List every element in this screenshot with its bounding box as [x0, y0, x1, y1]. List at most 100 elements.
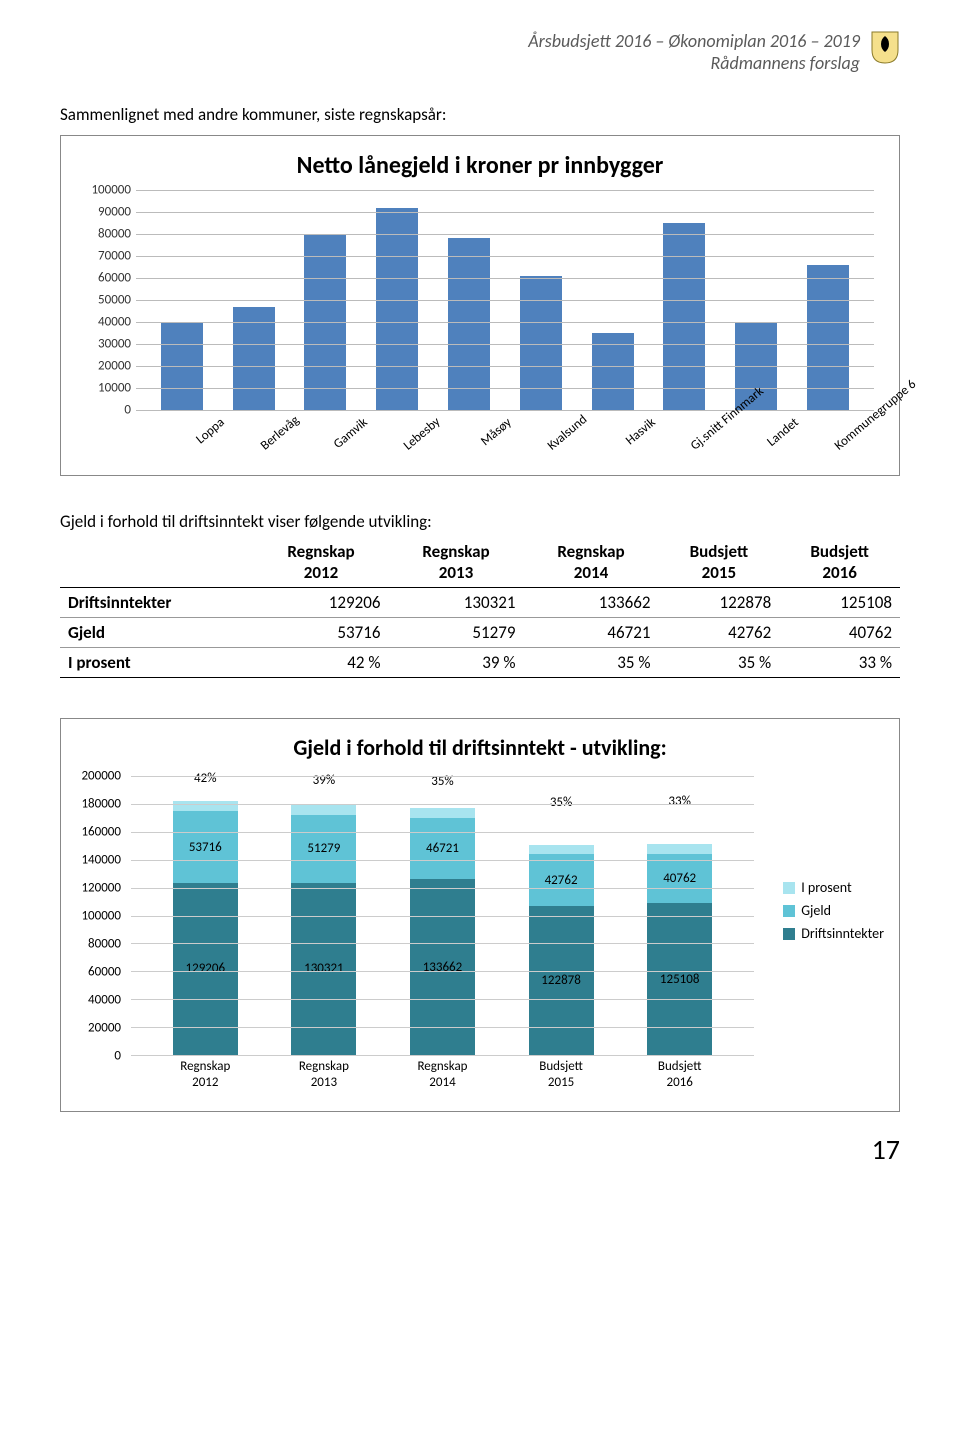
table-header-cell	[60, 537, 254, 588]
chart-1-plot	[136, 190, 874, 410]
chart-1-x-labels: LoppaBerlevågGamvikLebesbyMåsøyKvalsundH…	[136, 410, 874, 470]
y-tick: 140000	[81, 853, 121, 868]
y-tick: 60000	[98, 271, 131, 286]
y-tick: 160000	[81, 825, 121, 840]
chart-1: 0100002000030000400005000060000700008000…	[76, 190, 884, 470]
table-cell: 42762	[659, 618, 780, 648]
table-header-cell: Budsjett2015	[659, 537, 780, 588]
table-header-cell: Regnskap2013	[389, 537, 524, 588]
gridline	[136, 190, 874, 191]
stacked-segment-gjeld: 42762	[529, 854, 594, 906]
x-label: Landet	[760, 415, 831, 488]
y-tick: 20000	[98, 359, 131, 374]
stacked-segment-prosent	[291, 804, 356, 815]
gridline	[131, 971, 754, 972]
chart-2-legend: I prosentGjeldDriftsinntekter	[783, 879, 884, 948]
table-cell: 42 %	[254, 648, 389, 678]
bar	[663, 223, 705, 410]
legend-swatch	[783, 905, 795, 917]
gridline	[136, 322, 874, 323]
table-cell: 33 %	[779, 648, 900, 678]
gridline	[131, 943, 754, 944]
stacked-bar-percent-label: 39%	[291, 773, 356, 788]
y-tick: 70000	[98, 249, 131, 264]
table-row: I prosent42 %39 %35 %35 %33 %	[60, 648, 900, 678]
y-tick: 40000	[88, 993, 121, 1008]
table-header-cell: Regnskap2014	[524, 537, 659, 588]
chart-1-y-axis: 0100002000030000400005000060000700008000…	[76, 190, 136, 410]
table-cell: 53716	[254, 618, 389, 648]
gridline	[136, 366, 874, 367]
legend-item: Driftsinntekter	[783, 925, 884, 942]
gridline	[136, 256, 874, 257]
table-cell: 133662	[524, 588, 659, 618]
table-cell: 125108	[779, 588, 900, 618]
gridline	[136, 234, 874, 235]
gridline	[136, 388, 874, 389]
gridline	[131, 916, 754, 917]
stacked-segment-prosent	[647, 844, 712, 854]
stacked-bar-percent-label: 33%	[647, 794, 712, 809]
legend-swatch	[783, 882, 795, 894]
stacked-bar: 35%42762122878	[529, 813, 594, 1055]
gridline	[136, 212, 874, 213]
y-tick: 200000	[81, 769, 121, 784]
x-label: Budsjett2015	[529, 1056, 594, 1096]
chart-2-x-labels: Regnskap2012 Regnskap2013 Regnskap2014 Buds…	[131, 1056, 754, 1096]
y-tick: 80000	[98, 227, 131, 242]
x-label: Gamvik	[329, 415, 400, 488]
stacked-bar-percent-label: 35%	[529, 795, 594, 810]
stacked-segment-driftsinntekter: 122878	[529, 906, 594, 1055]
x-label: Måsøy	[473, 415, 544, 488]
y-tick: 30000	[98, 337, 131, 352]
table-cell: 46721	[524, 618, 659, 648]
table-cell: 51279	[389, 618, 524, 648]
bar	[376, 208, 418, 410]
gridline	[136, 300, 874, 301]
stacked-segment-driftsinntekter: 129206	[173, 883, 238, 1055]
legend-label: I prosent	[801, 879, 851, 896]
document-header: Årsbudsjett 2016 – Økonomiplan 2016 – 20…	[60, 30, 900, 74]
table-cell: 122878	[659, 588, 780, 618]
chart-2: 0200004000060000800001000001200001400001…	[131, 776, 754, 1096]
table-cell: 39 %	[389, 648, 524, 678]
header-line1: Årsbudsjett 2016 – Økonomiplan 2016 – 20…	[60, 30, 860, 52]
y-tick: 60000	[88, 965, 121, 980]
stacked-bar: 42%53716129206	[173, 789, 238, 1055]
gridline	[131, 776, 754, 777]
stacked-bar-percent-label: 42%	[173, 771, 238, 786]
y-tick: 50000	[98, 293, 131, 308]
x-label: Kommunegruppe 6	[832, 415, 903, 488]
y-tick: 20000	[88, 1021, 121, 1036]
stacked-segment-gjeld: 51279	[291, 815, 356, 883]
chart-2-container: Gjeld i forhold til driftsinntekt - utvi…	[60, 718, 900, 1112]
table-header-cell: Regnskap2012	[254, 537, 389, 588]
bar	[520, 276, 562, 410]
y-tick: 0	[124, 403, 131, 418]
table-body: Driftsinntekter1292061303211336621228781…	[60, 588, 900, 678]
y-tick: 100000	[91, 183, 131, 198]
table-header-cell: Budsjett2016	[779, 537, 900, 588]
x-label: Regnskap2014	[410, 1056, 475, 1096]
gridline	[131, 860, 754, 861]
gridline	[131, 999, 754, 1000]
chart-2-title: Gjeld i forhold til driftsinntekt - utvi…	[76, 734, 884, 761]
y-tick: 80000	[88, 937, 121, 952]
x-label: Gj.snitt Finnmark	[688, 415, 759, 488]
table-row: Driftsinntekter1292061303211336621228781…	[60, 588, 900, 618]
table-cell: 40762	[779, 618, 900, 648]
stacked-segment-gjeld: 40762	[647, 854, 712, 903]
table-cell: 35 %	[659, 648, 780, 678]
y-tick: 90000	[98, 205, 131, 220]
gridline	[131, 888, 754, 889]
x-label: Lebesby	[401, 415, 472, 488]
x-label: Regnskap2012	[173, 1056, 238, 1096]
y-tick: 120000	[81, 881, 121, 896]
y-tick: 180000	[81, 797, 121, 812]
x-label: Regnskap2013	[291, 1056, 356, 1096]
section-1-title: Sammenlignet med andre kommuner, siste r…	[60, 104, 900, 125]
gridline	[131, 832, 754, 833]
x-label: Kvalsund	[545, 415, 616, 488]
gridline	[131, 804, 754, 805]
gridline	[136, 278, 874, 279]
